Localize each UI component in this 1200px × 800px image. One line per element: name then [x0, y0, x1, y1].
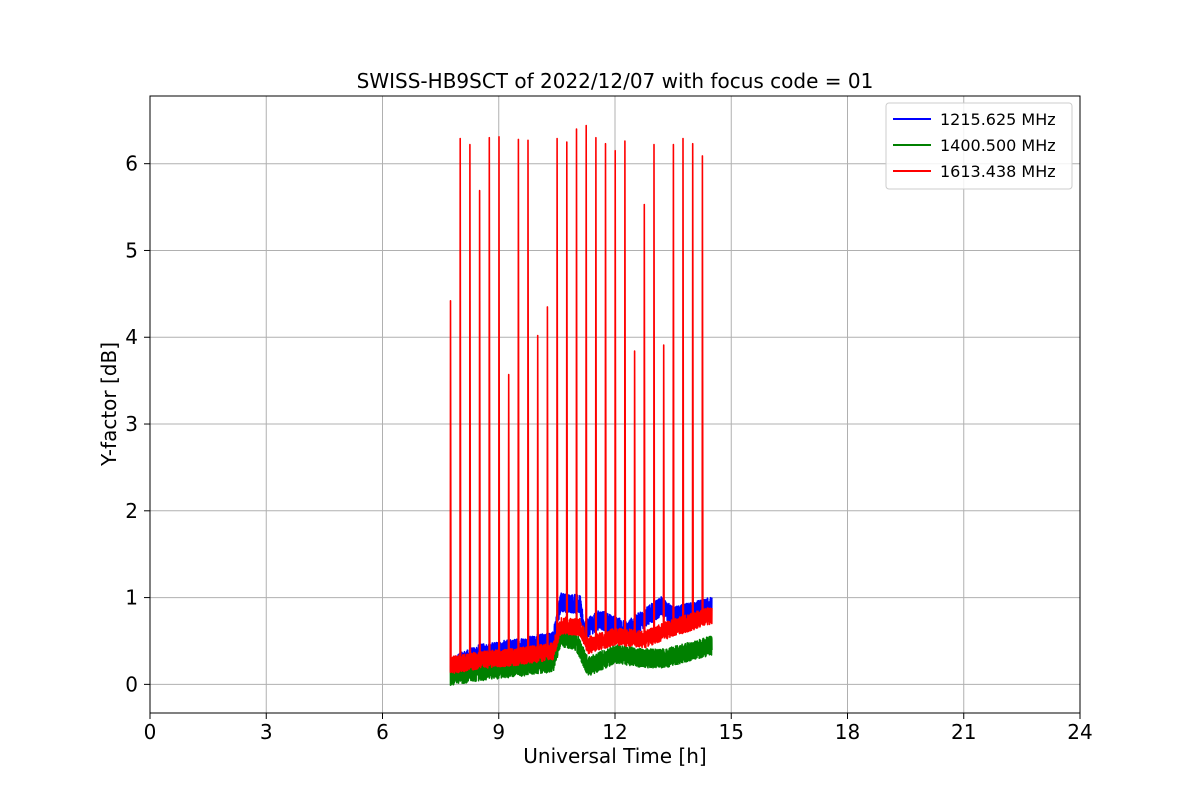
y-tick-label: 5 — [125, 238, 138, 262]
chart-title: SWISS-HB9SCT of 2022/12/07 with focus co… — [357, 69, 874, 93]
series-line — [449, 626, 713, 686]
x-tick-label: 6 — [376, 720, 389, 744]
x-tick-label: 9 — [492, 720, 505, 744]
x-tick-label: 3 — [260, 720, 273, 744]
plot-series — [449, 124, 713, 686]
legend-box — [885, 102, 1073, 190]
x-tick-label: 15 — [719, 720, 744, 744]
y-tick-label: 2 — [125, 499, 138, 523]
x-tick-label: 21 — [951, 720, 976, 744]
legend: 1215.625 MHz 1400.500 MHz 1613.438 MHz — [885, 102, 1073, 190]
legend-label: 1215.625 MHz — [940, 110, 1056, 129]
y-tick-label: 0 — [125, 672, 138, 696]
x-tick-label: 24 — [1067, 720, 1092, 744]
legend-label: 1400.500 MHz — [940, 136, 1056, 155]
legend-label: 1613.438 MHz — [940, 162, 1056, 181]
x-tick-label: 18 — [835, 720, 860, 744]
y-tick-label: 4 — [125, 325, 138, 349]
y-tick-label: 1 — [125, 586, 138, 610]
x-axis-label: Universal Time [h] — [523, 744, 706, 768]
y-tick-label: 6 — [125, 152, 138, 176]
y-tick-label: 3 — [125, 412, 138, 436]
series-line — [449, 124, 713, 674]
x-tick-label: 12 — [602, 720, 627, 744]
x-tick-label: 0 — [144, 720, 157, 744]
y-axis-label: Y-factor [dB] — [97, 342, 121, 467]
